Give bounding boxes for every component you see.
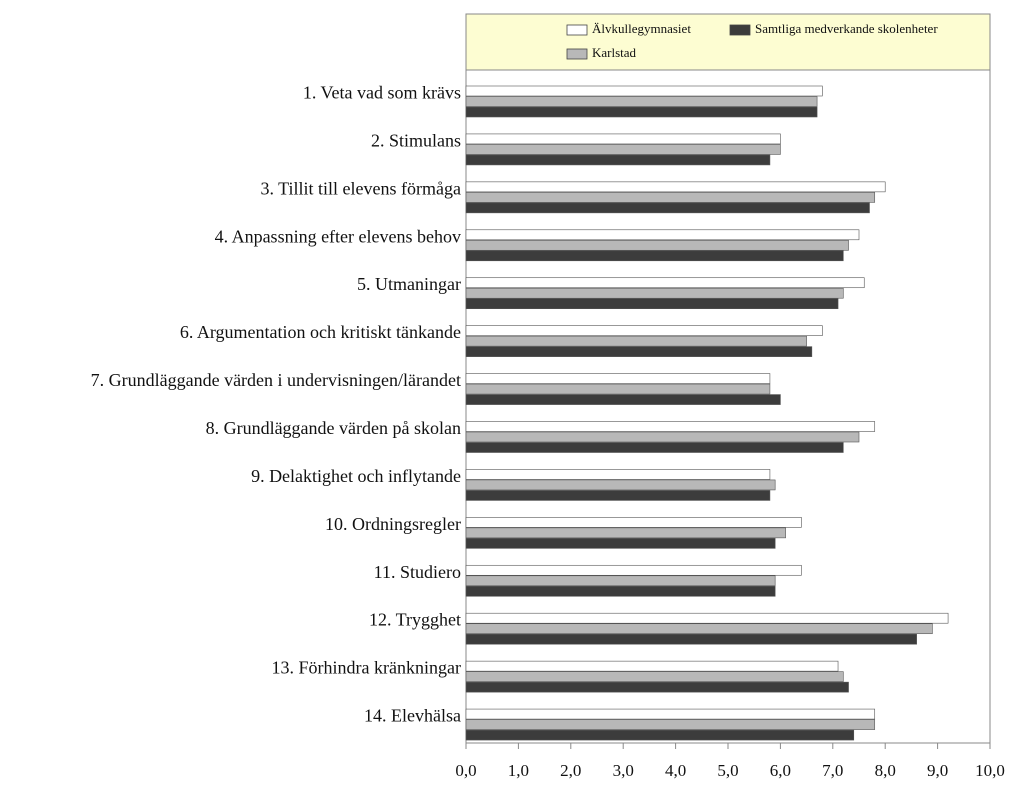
bar: [465, 96, 818, 107]
bar: [465, 192, 876, 203]
y-tick-label: 2. Stimulans: [371, 130, 461, 150]
y-tick-label: 1. Veta vad som krävs: [303, 82, 461, 102]
x-tick-label: 0,0: [455, 761, 476, 780]
y-tick-label: 13. Förhindra kränkningar: [272, 658, 461, 678]
bar: [465, 585, 776, 597]
bar: [465, 394, 781, 405]
legend-swatch: [566, 48, 588, 60]
bar: [465, 575, 776, 587]
bar: [465, 479, 776, 491]
legend-swatch: [566, 24, 588, 36]
bar: [465, 442, 844, 453]
x-tick-label: 3,0: [613, 761, 634, 780]
bar: [465, 229, 860, 241]
bar: [465, 133, 781, 145]
bar: [465, 346, 813, 357]
bar: [465, 623, 933, 635]
legend-label: Samtliga medverkande skolenheter: [755, 21, 938, 36]
bar: [465, 144, 781, 155]
bar: [465, 633, 917, 645]
y-tick-label: 12. Trygghet: [369, 610, 461, 630]
x-tick-label: 9,0: [927, 761, 948, 780]
bar: [465, 681, 849, 693]
y-tick-label: 11. Studiero: [374, 562, 461, 582]
bar: [465, 239, 849, 251]
x-tick-label: 5,0: [717, 761, 738, 780]
x-tick-label: 4,0: [665, 761, 686, 780]
bar: [465, 564, 802, 576]
bar: [465, 154, 771, 166]
bar: [465, 250, 844, 262]
y-tick-label: 6. Argumentation och kritiskt tänkande: [180, 322, 461, 342]
bar: [465, 287, 844, 299]
y-tick-label: 9. Delaktighet och inflytande: [251, 466, 461, 486]
x-tick-label: 6,0: [770, 761, 791, 780]
y-tick-label: 7. Grundläggande värden i undervisningen…: [91, 370, 461, 390]
bar: [465, 85, 823, 97]
bar: [465, 660, 839, 672]
x-tick-label: 7,0: [822, 761, 843, 780]
bar: [465, 298, 839, 310]
bar: [465, 202, 870, 214]
bar: [465, 719, 876, 730]
bar: [465, 490, 771, 501]
bar: [465, 517, 802, 528]
bar: [465, 373, 771, 384]
bar: [465, 431, 860, 443]
bar: [465, 538, 776, 549]
bar: [465, 469, 771, 480]
y-tick-label: 8. Grundläggande värden på skolan: [206, 418, 461, 438]
y-tick-label: 4. Anpassning efter elevens behov: [215, 226, 461, 246]
x-tick-label: 10,0: [975, 761, 1005, 780]
x-tick-label: 8,0: [875, 761, 896, 780]
legend-label: Karlstad: [592, 45, 637, 60]
bar: [465, 383, 771, 395]
bar: [465, 708, 876, 720]
legend-swatch: [729, 24, 751, 36]
bar: [465, 612, 949, 624]
legend-box: [465, 13, 991, 71]
y-tick-label: 3. Tillit till elevens förmåga: [261, 178, 462, 198]
x-tick-label: 1,0: [508, 761, 529, 780]
bar: [465, 527, 786, 539]
y-tick-label: 5. Utmaningar: [357, 274, 461, 294]
x-tick-label: 2,0: [560, 761, 581, 780]
bar: [465, 421, 876, 432]
bar: [465, 181, 886, 193]
legend-label: Älvkullegymnasiet: [592, 21, 691, 36]
bar: [465, 325, 823, 336]
bar: [465, 335, 807, 347]
y-tick-label: 14. Elevhälsa: [364, 706, 461, 726]
bar: [465, 671, 844, 682]
bar: [465, 277, 865, 289]
y-tick-label: 10. Ordningsregler: [325, 514, 461, 534]
bar: [465, 106, 818, 118]
bar: [465, 729, 855, 741]
